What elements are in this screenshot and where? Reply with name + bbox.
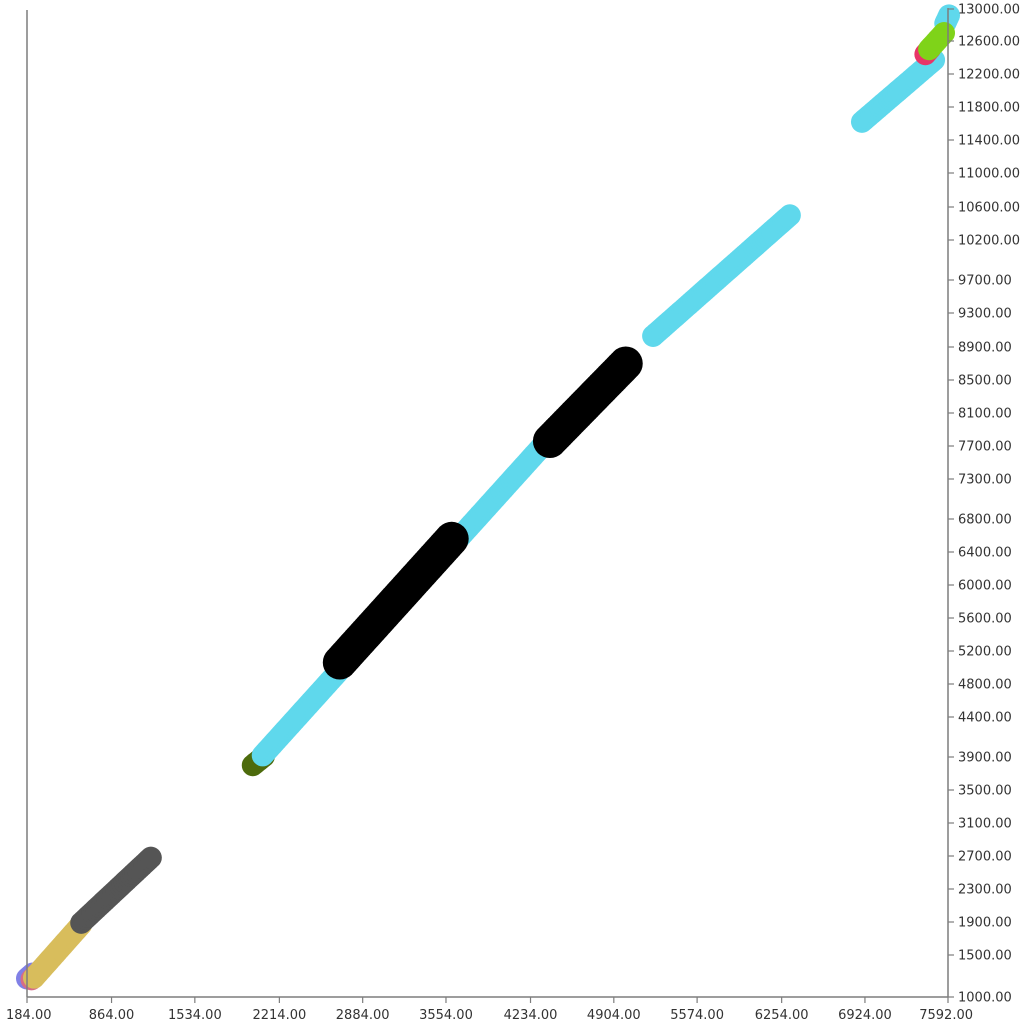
y-tick-label-3: 2300.00 — [958, 883, 1012, 898]
y-tick-label-19: 8900.00 — [958, 341, 1012, 356]
y-tick-label-14: 6800.00 — [958, 513, 1012, 528]
y-tick-label-12: 6000.00 — [958, 579, 1012, 594]
y-tick-label-6: 3500.00 — [958, 784, 1012, 799]
x-tick-label-11: 7592.00 — [919, 1008, 973, 1023]
y-tick-label-0: 1000.00 — [958, 991, 1012, 1006]
y-tick-label-21: 9700.00 — [958, 274, 1012, 289]
x-tick-label-8: 5574.00 — [670, 1008, 724, 1023]
y-tick-label-15: 7300.00 — [958, 473, 1012, 488]
x-tick-label-7: 4904.00 — [587, 1008, 641, 1023]
x-ticks-layer: 184.00 864.00 1534.00 2214.00 2884.00 3554.00… — [6, 997, 973, 1023]
y-tick-label-25: 11400.00 — [958, 134, 1020, 149]
x-tick-label-0: 184.00 — [6, 1008, 52, 1023]
y-tick-label-18: 8500.00 — [958, 374, 1012, 389]
x-tick-label-3: 2214.00 — [252, 1008, 306, 1023]
series-3 — [70, 846, 162, 934]
x-tick-label-6: 4234.00 — [504, 1008, 558, 1023]
y-tick-label-13: 6400.00 — [958, 546, 1012, 561]
data-point-s6-g0-56 — [434, 521, 469, 556]
y-tick-label-7: 3900.00 — [958, 751, 1012, 766]
y-tick-label-4: 2700.00 — [958, 850, 1012, 865]
y-tick-label-5: 3100.00 — [958, 817, 1012, 832]
data-point-s6-g1-36 — [608, 346, 643, 381]
x-tick-label-10: 6924.00 — [838, 1008, 892, 1023]
data-point-s8-g0-7 — [933, 22, 956, 44]
x-tick-label-9: 6254.00 — [755, 1008, 809, 1023]
y-tick-label-16: 7700.00 — [958, 440, 1012, 455]
y-tick-label-22: 10200.00 — [958, 234, 1020, 249]
x-tick-label-4: 2884.00 — [336, 1008, 390, 1023]
data-point-s3-g0-32 — [139, 846, 162, 869]
y-tick-label-23: 10600.00 — [958, 201, 1020, 216]
data-point-s5-g1-61 — [778, 204, 801, 227]
data-point-s5-g3-3 — [937, 4, 960, 27]
y-ticks-layer: 1000.00 1500.00 1900.00 2300.00 2700.00 3100.… — [948, 3, 1020, 1006]
y-tick-label-17: 8100.00 — [958, 407, 1012, 422]
y-tick-label-24: 11000.00 — [958, 167, 1020, 182]
y-tick-label-1: 1500.00 — [958, 949, 1012, 964]
y-tick-label-11: 5600.00 — [958, 612, 1012, 627]
x-tick-label-2: 1534.00 — [168, 1008, 222, 1023]
marks-layer — [16, 4, 960, 991]
series-6 — [322, 346, 643, 680]
y-tick-label-9: 4800.00 — [958, 678, 1012, 693]
y-tick-label-26: 11800.00 — [958, 101, 1020, 116]
y-tick-label-20: 9300.00 — [958, 307, 1012, 322]
y-tick-label-27: 12200.00 — [958, 68, 1020, 83]
y-tick-label-28: 12600.00 — [958, 35, 1020, 50]
series-8 — [918, 22, 956, 61]
y-tick-label-29: 13000.00 — [958, 3, 1020, 18]
x-tick-label-1: 864.00 — [89, 1008, 135, 1023]
y-tick-label-8: 4400.00 — [958, 711, 1012, 726]
y-tick-label-2: 1900.00 — [958, 916, 1012, 931]
x-tick-label-5: 3554.00 — [419, 1008, 473, 1023]
y-tick-label-10: 5200.00 — [958, 645, 1012, 660]
